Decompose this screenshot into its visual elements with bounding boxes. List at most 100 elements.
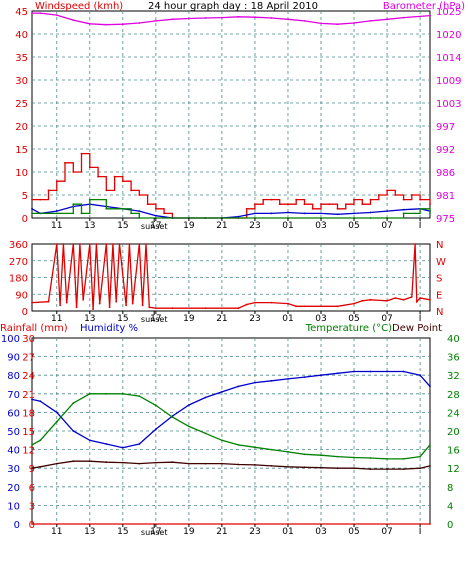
panel-3-series-green-point <box>31 444 33 446</box>
time-tick-label: 15 <box>117 527 128 537</box>
direction-tick-label: 270 <box>9 257 28 268</box>
panel-2-series-red-point <box>204 307 207 310</box>
panel-3-series-brown-point <box>237 463 240 466</box>
panel-3-series-green-point <box>188 425 190 428</box>
barometer-tick-label: 1014 <box>436 53 461 64</box>
panel-2-series-red-point <box>138 243 141 245</box>
panel-3-series-blue-point <box>105 443 108 445</box>
time-tick-label: 21 <box>216 314 227 324</box>
compass-tick-label: W <box>436 257 446 268</box>
panel-1-series-magenta-point <box>88 22 91 25</box>
panel-1-series-red-point <box>72 171 75 173</box>
panel-1-series-magenta-point <box>254 16 256 19</box>
panel-1-series-green-point <box>204 217 207 219</box>
time-tick-label: 01 <box>282 527 293 537</box>
panel-1-series-green-point <box>130 212 133 215</box>
panel-1-series-red-point <box>47 189 50 192</box>
temperature-tick-label: 40 <box>447 334 460 345</box>
panel-1-series-magenta-point <box>138 22 141 24</box>
panel-1-series-red-point <box>311 207 314 210</box>
panel-1-series-red-point <box>138 194 141 196</box>
panel-1-series-red-point <box>369 198 372 201</box>
panel-3-series-green-point <box>429 444 431 446</box>
direction-tick-label: 90 <box>15 290 28 301</box>
panel-1-series-red-point <box>105 189 108 192</box>
panel-3-series-brown-point <box>221 462 223 465</box>
panel-3-series-blue-point <box>336 372 339 375</box>
panel-1-series-green-point <box>72 203 75 206</box>
panel-1-series-red-point <box>295 198 298 201</box>
humidity-tick-label: 50 <box>7 427 20 438</box>
panel-2-series-red-point <box>108 306 111 309</box>
panel-1-series-red-point <box>146 203 149 206</box>
panel-3-series-green-point <box>270 448 273 451</box>
panel-3-series-brown-point <box>188 462 190 465</box>
panel-3-series-green-point <box>155 404 157 407</box>
panel-1-series-blue-point <box>138 210 141 213</box>
panel-2-series-red-point <box>47 300 50 303</box>
panel-3-series-blue-point <box>155 428 157 430</box>
panel-2-series-red-point <box>353 302 355 305</box>
time-tick-label: 01 <box>282 314 293 324</box>
time-tick-label: 23 <box>249 314 260 324</box>
humidity-tick-label: 80 <box>7 371 20 382</box>
panel-1-series-magenta-point <box>204 17 207 19</box>
panel-3-series-blue-point <box>287 378 289 380</box>
rainfall-tick-label: 27 <box>22 353 35 364</box>
time-tick-label: I <box>419 314 422 324</box>
panel-2-series-red-point <box>171 307 174 310</box>
panel-1-series-blue-point <box>55 210 58 213</box>
panel-3-series-brown-point <box>336 467 339 470</box>
time-tick-label: 05 <box>348 314 359 324</box>
panel-1-series-green-point <box>55 212 58 215</box>
panel-2-series-red-point <box>245 303 248 306</box>
panel-3-series-blue-point <box>72 430 75 432</box>
windspeed-tick-label: 10 <box>15 168 28 179</box>
panel-3-series-red-point <box>429 523 431 525</box>
panel-1-series-red-point <box>394 194 397 196</box>
panel-1-series-red-point <box>278 203 281 206</box>
panel-1-series-green-point <box>31 212 33 215</box>
panel-1-series-green-point <box>80 212 83 215</box>
panel-1-series-magenta-point <box>303 20 306 22</box>
rainfall-tick-label: 9 <box>29 464 35 475</box>
panel-2-series-red-point <box>65 301 68 304</box>
panel-1-series-blue-point <box>31 207 33 210</box>
compass-tick-label: S <box>436 274 442 285</box>
panel-2-series-red-point <box>55 243 58 245</box>
panel-2-series-red-point <box>369 298 372 301</box>
panel-1-series-green-point <box>121 207 124 210</box>
panel-2-series-red-point <box>287 302 289 305</box>
panel-3-series-brown-point <box>155 461 157 464</box>
panel-3-series-brown <box>31 460 431 470</box>
panel-2-series-red-point <box>270 301 273 304</box>
panel-1-series-red-point <box>303 203 306 206</box>
time-tick-label: 15 <box>117 221 128 231</box>
panel-3-series-green-point <box>138 395 141 397</box>
barometer-tick-label: 1025 <box>436 7 461 18</box>
panel-2-series-red-point <box>31 301 33 304</box>
barometer-tick-label: 1009 <box>436 76 461 87</box>
panel-3-series-brown-point <box>303 466 306 469</box>
panel-1-series-blue-point <box>155 214 157 217</box>
panel-3-series-brown-point <box>105 461 108 464</box>
panel-1-series-red-point <box>361 203 364 206</box>
panel-3-series-brown-point <box>369 468 372 470</box>
panel-2-series-red <box>31 243 431 310</box>
panel-1-series-magenta <box>32 12 431 26</box>
humidity-axis-label: Humidity % <box>80 323 138 334</box>
panel-1-series-red-point <box>31 198 33 201</box>
panel-2-series-red-point <box>303 305 306 308</box>
panel-3-series-green-point <box>353 456 355 459</box>
panel-2-series-red-point <box>295 305 298 308</box>
panel-2-series-red-point <box>419 297 421 299</box>
time-tick-label: 19 <box>183 527 195 537</box>
panel-2-series-red-point <box>131 302 134 305</box>
temperature-tick-label: 16 <box>447 446 460 457</box>
windspeed-tick-label: 20 <box>15 122 28 133</box>
temperature-tick-label: 32 <box>447 371 460 382</box>
panel-1-series-red-point <box>88 166 91 169</box>
time-tick-label: 07 <box>381 314 392 324</box>
time-tick-label: 11 <box>51 527 62 537</box>
